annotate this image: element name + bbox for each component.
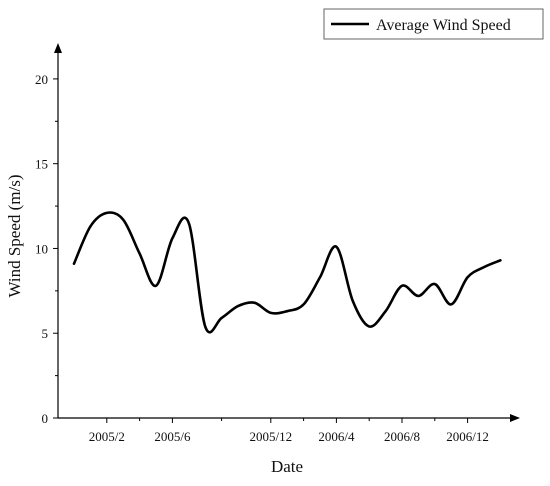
x-tick-label: 2006/12 [446,429,489,444]
series-line-average-wind-speed [72,211,502,334]
series-layer [72,211,502,334]
x-axis-title: Date [271,457,303,476]
y-tick-label: 15 [35,157,48,172]
legend: Average Wind Speed [323,8,544,40]
x-tick-label: 2005/6 [154,429,191,444]
x-tick-label: 2006/8 [384,429,420,444]
axes [54,43,520,422]
y-ticks: 0 5 10 15 20 [35,72,58,426]
x-tick-label: 2005/12 [249,429,292,444]
y-tick-label: 5 [42,326,49,341]
y-axis-title: Wind Speed (m/s) [5,174,24,297]
y-tick-label: 20 [35,72,48,87]
y-axis-arrow [54,43,62,53]
y-tick-label: 0 [42,411,49,426]
legend-label: Average Wind Speed [376,17,511,34]
x-ticks: 2005/2 2005/6 2005/12 2006/4 2006/8 2006/12 [89,418,489,444]
x-tick-label: 2005/2 [89,429,125,444]
x-tick-label: 2006/4 [318,429,355,444]
y-tick-label: 10 [35,241,48,256]
x-axis-arrow [510,414,520,422]
